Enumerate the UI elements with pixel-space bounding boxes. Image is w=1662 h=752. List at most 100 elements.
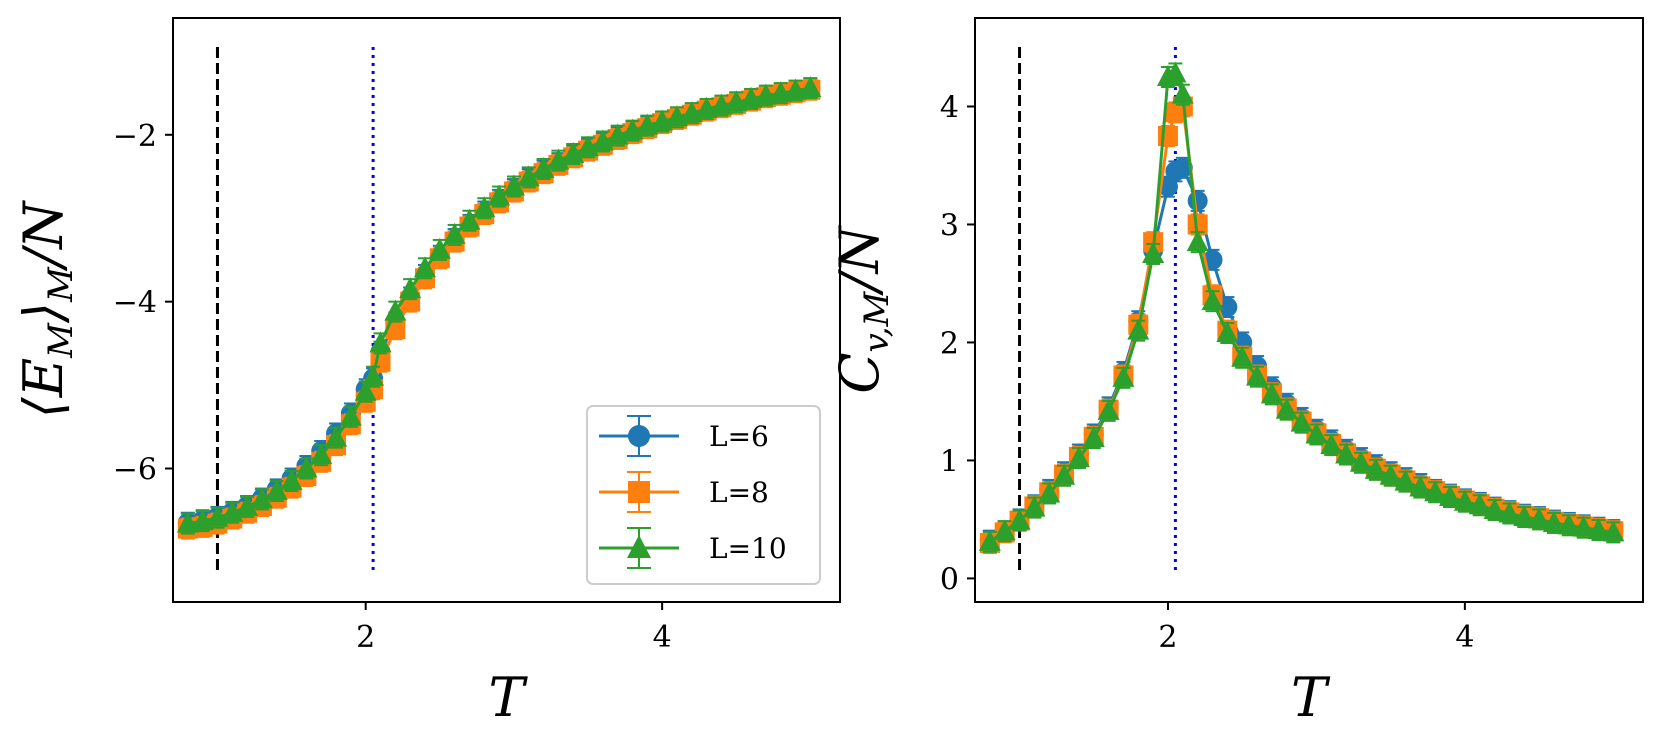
data-point-triangle (1164, 61, 1187, 83)
legend-marker-circle (628, 425, 650, 447)
data-point-triangle (1008, 508, 1031, 530)
data-point-triangle (1246, 364, 1269, 386)
data-point-triangle (1305, 422, 1328, 444)
y-tick-label: 4 (940, 90, 959, 125)
data-point-triangle (532, 157, 555, 179)
data-point-triangle (1498, 501, 1521, 523)
x-axis-label: T (1291, 666, 1331, 729)
data-point-triangle (1171, 82, 1194, 104)
series-l8 (979, 95, 1624, 555)
legend-label: L=8 (709, 476, 769, 509)
data-point-triangle (799, 76, 822, 98)
y-tick-label: 1 (940, 444, 959, 479)
data-point-triangle (1231, 345, 1254, 367)
data-point-triangle (1349, 450, 1372, 472)
data-point-triangle (310, 443, 333, 465)
series-line (988, 165, 1614, 542)
data-point-triangle (1023, 495, 1046, 517)
data-point-triangle (1513, 505, 1536, 527)
data-point-triangle (325, 425, 348, 447)
legend-label: L=10 (709, 532, 787, 565)
data-point-triangle (458, 208, 481, 230)
data-point-triangle (577, 135, 600, 157)
plot-area (176, 76, 822, 540)
data-point-triangle (384, 299, 407, 321)
data-point-triangle (1320, 433, 1343, 455)
data-point-triangle (1424, 480, 1447, 502)
data-point-triangle (1542, 510, 1565, 532)
data-point-triangle (1468, 493, 1491, 515)
data-point-triangle (1335, 442, 1358, 464)
axes-frame (172, 17, 841, 603)
series-line (988, 71, 1614, 544)
data-point-triangle (339, 404, 362, 426)
series-l10 (176, 76, 822, 535)
data-point-triangle (1201, 289, 1224, 311)
legend-marker-square (628, 481, 650, 503)
data-point-triangle (1275, 397, 1298, 419)
y-tick-label: −2 (113, 119, 157, 154)
data-point-triangle (1097, 398, 1120, 420)
y-tick-label: 2 (940, 326, 959, 361)
series-line (988, 103, 1614, 545)
y-tick-label: −6 (113, 453, 157, 488)
data-point-triangle (1557, 513, 1580, 535)
data-point-triangle (1260, 382, 1283, 404)
y-tick-label: 0 (940, 562, 959, 597)
data-point-triangle (1602, 520, 1625, 542)
data-point-triangle (1587, 518, 1610, 540)
data-point-triangle (517, 165, 540, 187)
data-point-triangle (369, 331, 392, 353)
energy-panel: 2 4 −6 −4 −2 T ⟨EM⟩M/N L=6 L=8 L=10 (12, 17, 841, 729)
data-point-circle (1187, 190, 1208, 211)
data-point-triangle (1142, 241, 1165, 263)
data-point-triangle (1082, 426, 1105, 448)
data-point-triangle (502, 174, 525, 196)
data-point-triangle (1290, 410, 1313, 432)
legend-box (586, 405, 821, 585)
data-point-triangle (488, 184, 511, 206)
y-tick-label: −4 (113, 286, 157, 321)
data-point-triangle (993, 519, 1016, 541)
data-point-triangle (1127, 318, 1150, 340)
data-point-triangle (1216, 321, 1239, 343)
data-point-triangle (1528, 507, 1551, 529)
legend: L=6 L=8 L=10 (586, 405, 821, 585)
x-tick-label: 2 (1158, 620, 1177, 655)
y-axis-label: Cv,M/N (828, 224, 897, 393)
x-tick-label: 4 (1455, 620, 1474, 655)
data-point-triangle (473, 196, 496, 218)
data-point-triangle (250, 487, 273, 509)
data-point-triangle (1394, 469, 1417, 491)
data-point-triangle (221, 500, 244, 522)
data-point-triangle (1067, 446, 1090, 468)
data-point-triangle (562, 141, 585, 163)
data-point-triangle (1439, 484, 1462, 506)
data-point-triangle (428, 237, 451, 259)
data-point-triangle (295, 456, 318, 478)
series-l10 (978, 61, 1625, 553)
data-point-triangle (978, 529, 1001, 551)
heat-capacity-panel: 2 4 0 1 2 3 4 T Cv,M/N (828, 17, 1644, 729)
data-point-triangle (280, 469, 303, 491)
data-point-triangle (354, 379, 377, 401)
data-point-triangle (591, 129, 614, 151)
y-tick-label: 3 (940, 208, 959, 243)
x-tick-label: 2 (356, 620, 375, 655)
data-point-triangle (265, 479, 288, 501)
data-point-circle (1172, 157, 1193, 178)
y-axis-label: ⟨EM⟩M/N (12, 200, 81, 418)
data-point-triangle (443, 222, 466, 244)
data-point-triangle (1379, 463, 1402, 485)
data-point-square (1187, 214, 1208, 235)
x-axis-label: T (488, 666, 528, 729)
legend-marker-triangle (627, 535, 651, 558)
data-point-triangle (1186, 230, 1209, 252)
data-point-triangle (1364, 457, 1387, 479)
data-point-triangle (1038, 481, 1061, 503)
data-point-triangle (1572, 515, 1595, 537)
axes-frame (974, 17, 1644, 603)
plot-area (978, 61, 1625, 555)
data-point-triangle (399, 277, 422, 299)
